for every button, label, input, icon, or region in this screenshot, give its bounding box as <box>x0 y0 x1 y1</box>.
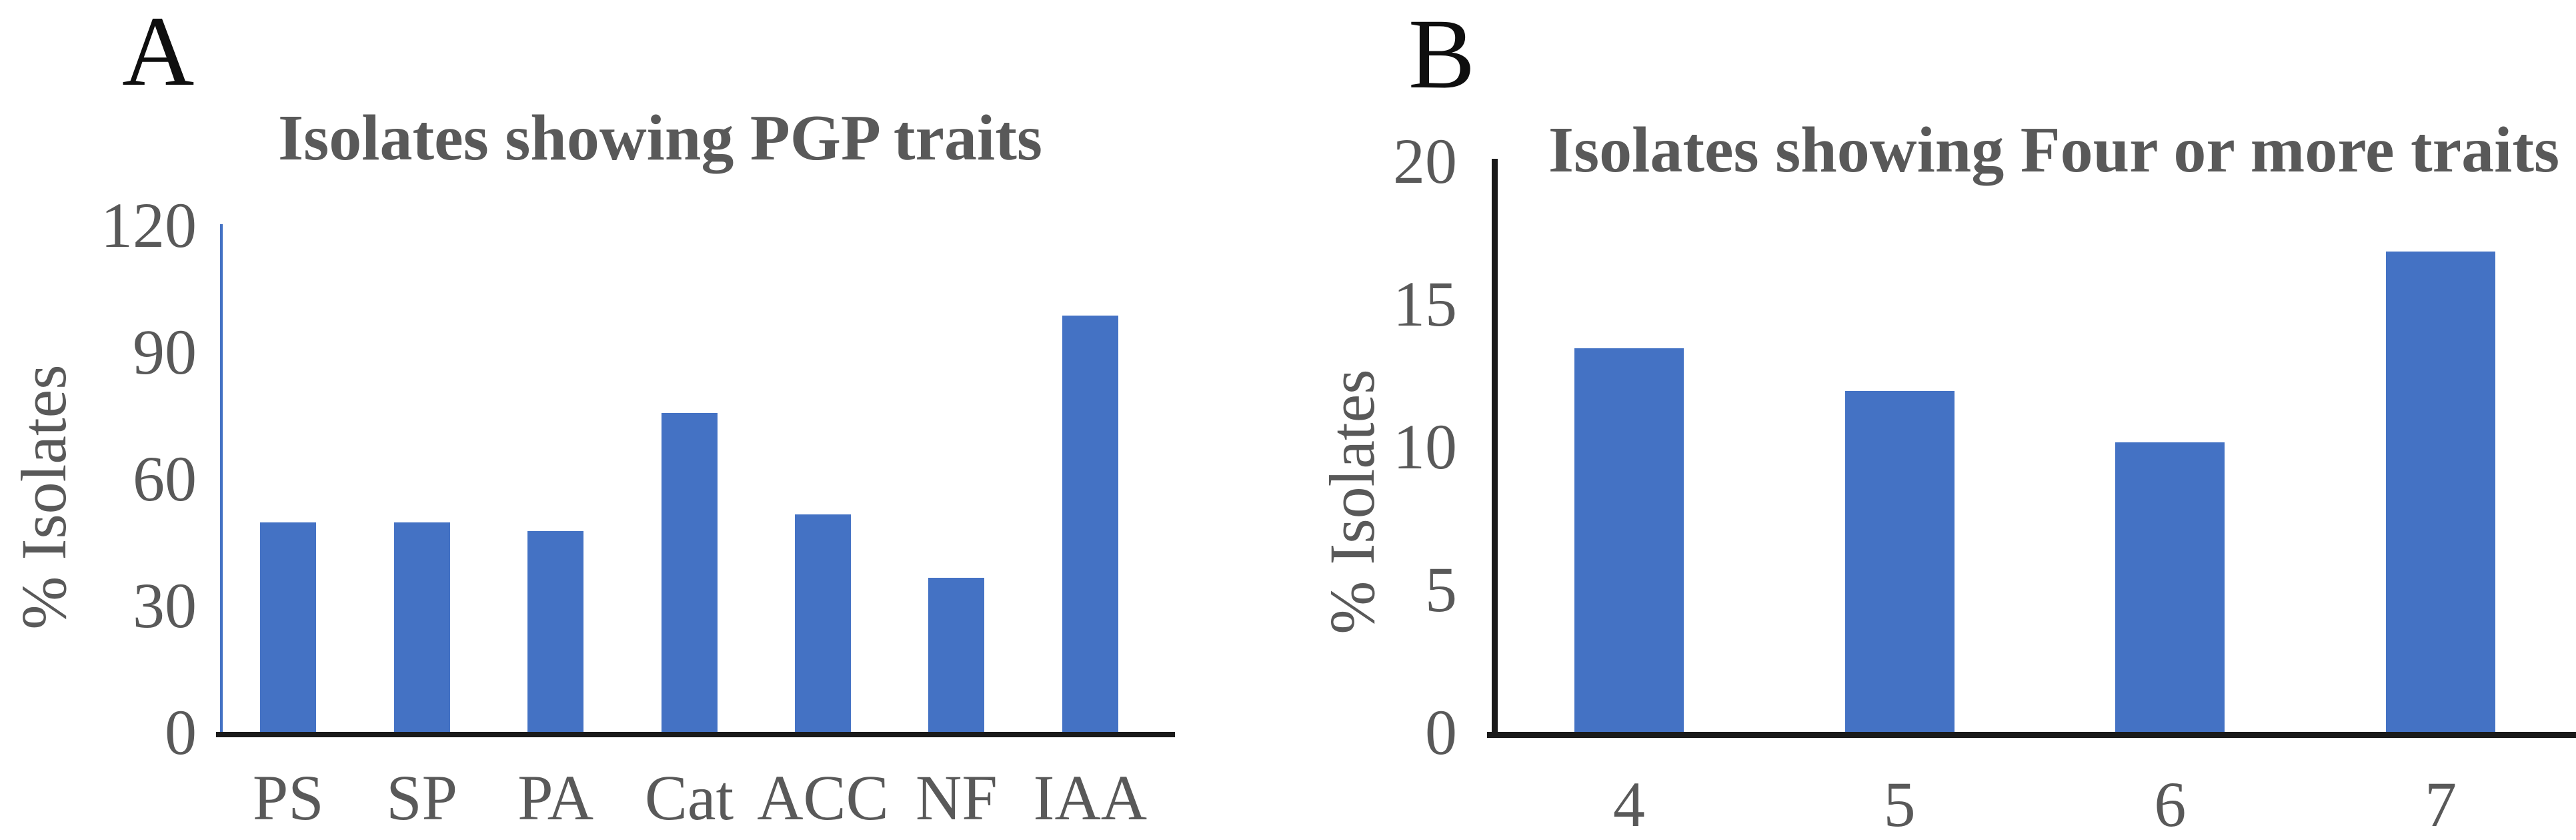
chart-b-y-axis-line <box>1492 159 1498 734</box>
chart-a-bar-cat <box>661 412 718 734</box>
chart-a-title: Isolates showing PGP traits <box>277 102 1043 174</box>
chart-a-bar-ps <box>260 522 317 734</box>
chart-b-ytick-20: 20 <box>1393 125 1457 197</box>
chart-a-xtick-nf: NF <box>915 762 998 833</box>
chart-a-xtick-iaa: IAA <box>1033 762 1148 833</box>
chart-a-bar-acc <box>794 514 851 734</box>
chart-a-bar-nf <box>928 577 985 734</box>
chart-b-bar-6 <box>2115 442 2225 734</box>
chart-b-ytick-5: 5 <box>1425 554 1457 626</box>
chart-b-bar-5 <box>1844 391 1955 734</box>
chart-b-xtick-4: 4 <box>1612 769 1645 840</box>
chart-a-ytick-30: 30 <box>133 570 197 642</box>
chart-b-xtick-6: 6 <box>2154 769 2187 840</box>
chart-b-ytick-0: 0 <box>1425 697 1457 769</box>
chart-b-ytick-15: 15 <box>1393 268 1457 340</box>
chart-a-xtick-cat: Cat <box>644 762 734 833</box>
chart-a-ytick-0: 0 <box>165 697 197 769</box>
chart-a-bar-pa <box>527 531 584 734</box>
panel-b-label: B <box>1408 0 1476 109</box>
chart-a-xtick-acc: ACC <box>757 762 889 833</box>
panel-a-label: A <box>122 0 195 107</box>
chart-b-bar-4 <box>1574 348 1684 734</box>
chart-a-bar-sp <box>393 522 450 734</box>
chart-b-bar-7 <box>2386 251 2496 734</box>
chart-a-bar-iaa <box>1062 316 1118 734</box>
chart-a-ytick-120: 120 <box>101 189 197 262</box>
chart-b-xtick-7: 7 <box>2425 769 2457 840</box>
chart-a-ytick-90: 90 <box>133 316 197 388</box>
chart-a-x-axis-line <box>216 732 1175 737</box>
chart-a-xtick-ps: PS <box>252 762 324 833</box>
chart-b-title: Isolates showing Four or more traits <box>1548 114 2560 186</box>
chart-b-ytick-10: 10 <box>1393 411 1457 483</box>
chart-a-y-axis-line <box>220 224 223 734</box>
chart-a-xtick-sp: SP <box>386 762 458 833</box>
chart-a-xtick-pa: PA <box>517 762 594 833</box>
chart-b-x-axis-line <box>1487 732 2576 738</box>
chart-a-ytick-60: 60 <box>133 443 197 515</box>
chart-b-xtick-5: 5 <box>1883 769 1916 840</box>
